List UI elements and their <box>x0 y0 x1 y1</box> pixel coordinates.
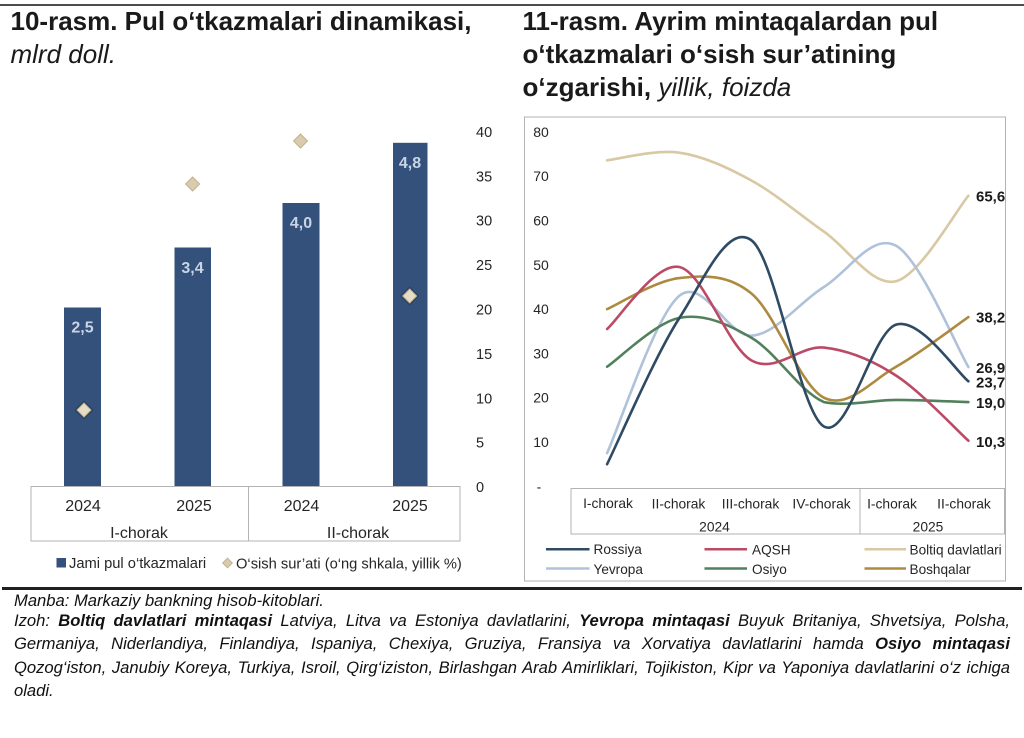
svg-text:I-chorak: I-chorak <box>867 496 917 511</box>
svg-text:2024: 2024 <box>284 498 320 515</box>
svg-text:Rossiya: Rossiya <box>594 542 643 557</box>
svg-text:80: 80 <box>533 124 549 140</box>
svg-text:10: 10 <box>533 434 549 450</box>
svg-text:10,3: 10,3 <box>976 434 1005 451</box>
svg-text:5: 5 <box>476 436 484 452</box>
svg-text:Jami pul o‘tkazmalari: Jami pul o‘tkazmalari <box>69 556 206 572</box>
svg-text:38,2: 38,2 <box>976 310 1005 327</box>
svg-text:O‘sish sur’ati (o‘ng shkala, y: O‘sish sur’ati (o‘ng shkala, yillik %) <box>236 556 462 572</box>
svg-text:19,0: 19,0 <box>976 395 1005 412</box>
svg-text:2024: 2024 <box>65 498 101 515</box>
svg-text:23,7: 23,7 <box>976 374 1005 391</box>
svg-text:III-chorak: III-chorak <box>722 496 780 511</box>
svg-text:Yevropa: Yevropa <box>594 562 644 577</box>
svg-text:2,5: 2,5 <box>71 320 93 337</box>
svg-text:70: 70 <box>533 168 549 184</box>
svg-text:II-chorak: II-chorak <box>652 496 706 511</box>
svg-text:30: 30 <box>533 345 549 361</box>
svg-text:2024: 2024 <box>699 519 730 534</box>
svg-text:IV-chorak: IV-chorak <box>792 496 850 511</box>
svg-text:II-chorak: II-chorak <box>327 525 390 542</box>
svg-text:2025: 2025 <box>176 498 212 515</box>
svg-text:-: - <box>537 478 542 494</box>
svg-text:50: 50 <box>533 257 549 273</box>
svg-text:26,9: 26,9 <box>976 360 1005 377</box>
svg-text:60: 60 <box>533 213 549 229</box>
svg-text:15: 15 <box>476 347 492 363</box>
svg-text:3,4: 3,4 <box>181 260 203 277</box>
svg-text:0: 0 <box>476 480 484 496</box>
svg-text:30: 30 <box>476 214 492 230</box>
svg-text:4,0: 4,0 <box>290 215 312 232</box>
svg-text:Boshqalar: Boshqalar <box>910 562 972 577</box>
svg-text:20: 20 <box>533 390 549 406</box>
svg-text:Osiyo: Osiyo <box>752 562 787 577</box>
svg-text:II-chorak: II-chorak <box>937 496 991 511</box>
svg-text:2025: 2025 <box>913 519 944 534</box>
svg-text:I-chorak: I-chorak <box>110 525 169 542</box>
svg-text:35: 35 <box>476 169 492 185</box>
svg-text:I-chorak: I-chorak <box>583 496 633 511</box>
svg-text:AQSH: AQSH <box>752 543 791 558</box>
svg-text:65,6: 65,6 <box>976 188 1005 205</box>
svg-text:10: 10 <box>476 391 492 407</box>
svg-text:40: 40 <box>533 301 549 317</box>
svg-text:4,8: 4,8 <box>399 155 421 172</box>
svg-text:20: 20 <box>476 303 492 319</box>
svg-text:Boltiq davlatlari: Boltiq davlatlari <box>910 543 1002 558</box>
svg-text:2025: 2025 <box>392 498 428 515</box>
svg-text:40: 40 <box>476 125 492 141</box>
svg-text:25: 25 <box>476 258 492 274</box>
